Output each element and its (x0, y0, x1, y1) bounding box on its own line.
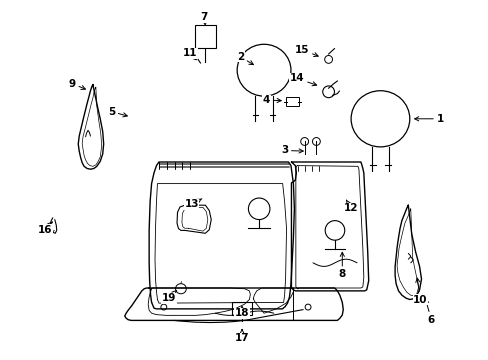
Text: 9: 9 (69, 78, 85, 89)
Text: 18: 18 (234, 306, 249, 318)
Text: 15: 15 (294, 45, 318, 57)
Text: 12: 12 (343, 200, 358, 213)
Text: 5: 5 (108, 107, 127, 117)
Text: 17: 17 (234, 329, 249, 343)
Text: 6: 6 (424, 299, 434, 325)
Text: 19: 19 (162, 291, 176, 303)
Text: 13: 13 (184, 199, 202, 210)
Text: 3: 3 (281, 145, 303, 156)
Text: 4: 4 (262, 95, 281, 105)
Text: 7: 7 (200, 12, 208, 26)
Text: 11: 11 (182, 48, 197, 60)
Text: 14: 14 (289, 73, 316, 86)
Text: 10: 10 (412, 278, 427, 305)
Text: 16: 16 (38, 222, 52, 235)
Text: 8: 8 (338, 252, 345, 279)
Text: 2: 2 (237, 52, 253, 64)
Text: 1: 1 (414, 114, 443, 124)
